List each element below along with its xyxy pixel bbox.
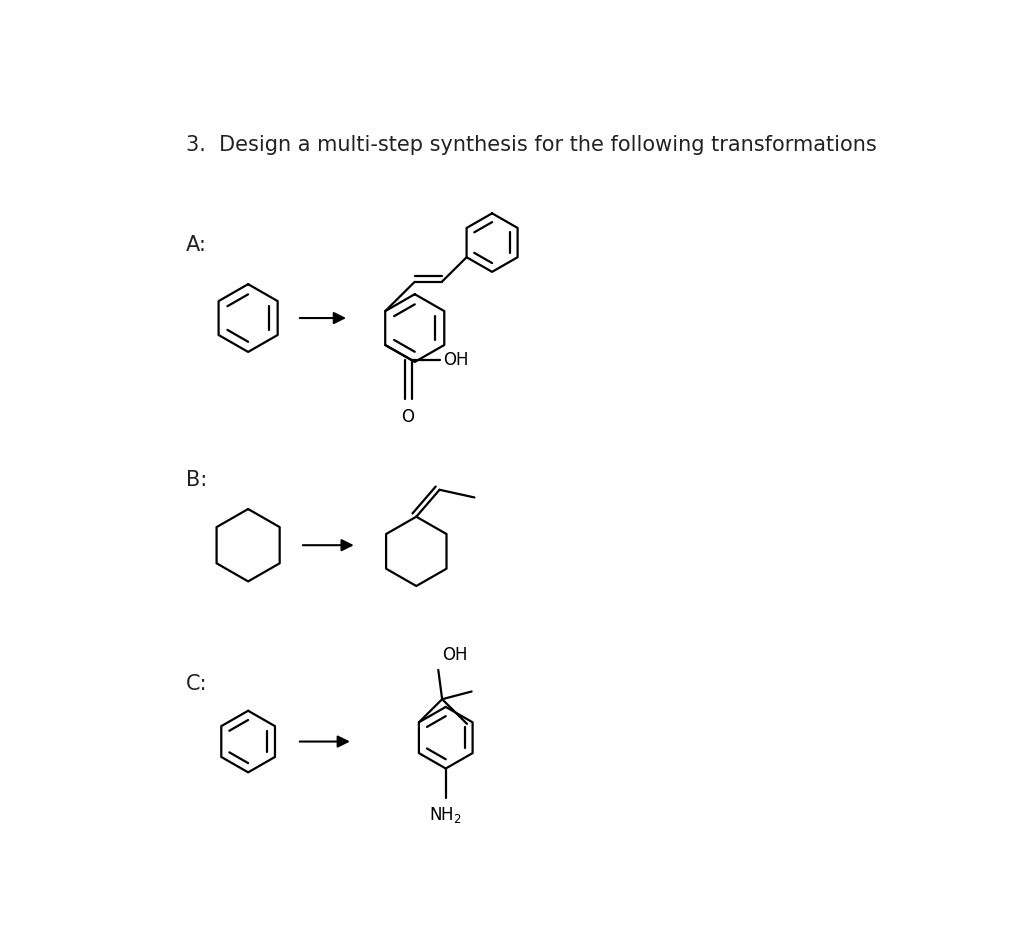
Text: C:: C: bbox=[186, 674, 208, 694]
Text: OH: OH bbox=[443, 352, 469, 370]
Text: 3.  Design a multi-step synthesis for the following transformations: 3. Design a multi-step synthesis for the… bbox=[186, 135, 877, 155]
Text: NH$_2$: NH$_2$ bbox=[429, 806, 462, 826]
Text: OH: OH bbox=[442, 646, 468, 664]
Text: A:: A: bbox=[186, 235, 207, 255]
Text: O: O bbox=[401, 408, 414, 427]
Text: B:: B: bbox=[186, 469, 208, 490]
